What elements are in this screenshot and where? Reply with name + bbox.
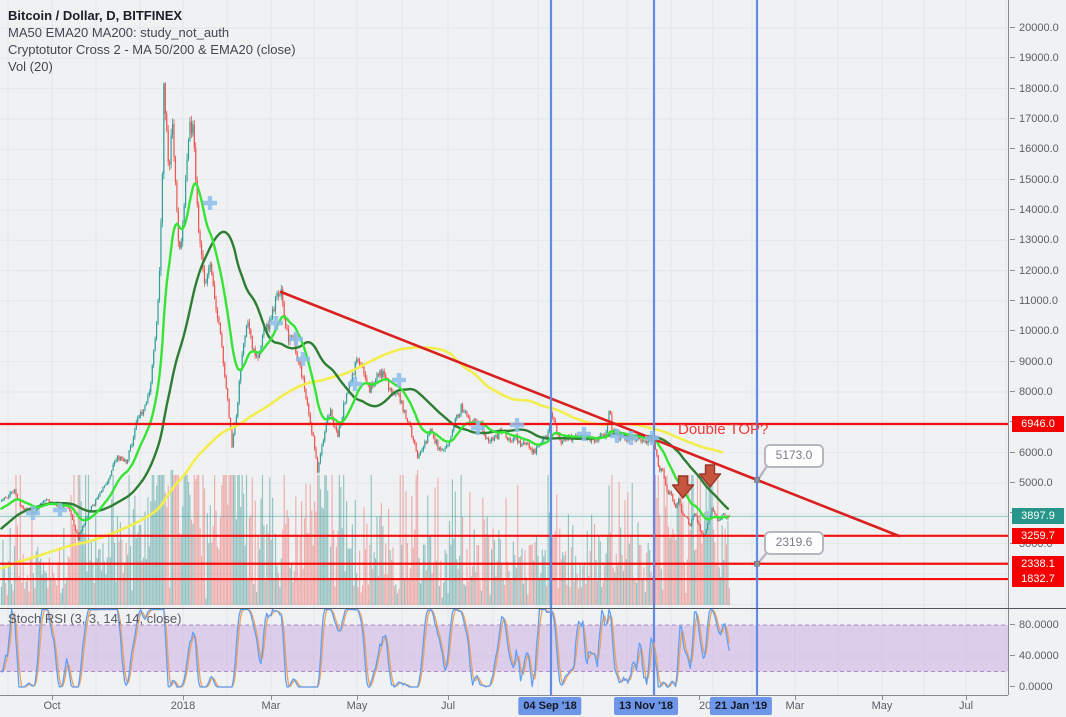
time-tick-mark xyxy=(357,696,358,700)
time-tick-mark xyxy=(699,696,700,700)
stoch-d-line xyxy=(0,609,730,688)
symbol-title[interactable]: Bitcoin / Dollar, D, BITFINEX xyxy=(8,8,183,23)
stoch-rsi-lines[interactable] xyxy=(0,609,730,688)
price-callout-5173.0[interactable]: 5173.0 xyxy=(764,444,824,468)
level-price-label-1832.7[interactable]: 1832.7 xyxy=(1012,571,1064,588)
price-tick-19000: 19000.0 xyxy=(1010,52,1059,65)
time-tick-mark xyxy=(52,696,53,700)
volume-bars xyxy=(0,470,730,605)
cross-signal-markers xyxy=(26,196,659,520)
price-tick-11000: 11000.0 xyxy=(1010,295,1058,307)
candlesticks xyxy=(0,82,730,541)
stoch-k-line xyxy=(1,609,730,688)
stoch-tick-40: 40.0000 xyxy=(1010,650,1059,662)
price-tick-8000: 8000.0 xyxy=(1010,386,1053,398)
time-tick-Jul: Jul xyxy=(958,700,974,712)
price-tick-6000: 6000.0 xyxy=(1010,446,1053,459)
ema20-line[interactable] xyxy=(0,182,730,522)
event-date-label[interactable]: 04 Sep '18 xyxy=(518,697,582,715)
price-callout-2319.6[interactable]: 2319.6 xyxy=(764,531,824,555)
study-cross-legend[interactable]: Cryptotutor Cross 2 - MA 50/200 & EMA20 … xyxy=(8,42,296,57)
price-tick-16000: 16000.0 xyxy=(1010,143,1059,156)
price-tick-18000: 18000.0 xyxy=(1010,82,1059,95)
stoch-tick-0: 0.0000 xyxy=(1010,681,1053,693)
price-tick-10000: 10000.0 xyxy=(1010,325,1059,338)
stoch-tick-80: 80.0000 xyxy=(1010,619,1059,631)
time-tick-Mar: Mar xyxy=(785,700,805,712)
time-tick-mark xyxy=(966,696,967,700)
descending-trendline[interactable] xyxy=(279,290,901,538)
level-price-label-3259.7[interactable]: 3259.7 xyxy=(1012,527,1064,544)
price-tick-14000: 14000.0 xyxy=(1010,204,1059,216)
price-tick-5000: 5000.0 xyxy=(1010,477,1053,489)
time-tick-mark xyxy=(795,696,796,700)
pane-separator[interactable] xyxy=(0,608,1066,609)
time-tick-2018: 2018 xyxy=(170,700,196,712)
event-date-lines[interactable] xyxy=(549,0,759,695)
time-tick-Mar: Mar xyxy=(261,700,281,712)
price-tick-9000: 9000.0 xyxy=(1010,355,1053,368)
price-tick-20000: 20000.0 xyxy=(1010,22,1059,34)
study-ma-legend[interactable]: MA50 EMA20 MA200: study_not_auth xyxy=(8,25,230,40)
price-axis[interactable]: 20000.0 19000.0 18000.0 17000.0 16000.0 15000… xyxy=(1008,0,1066,695)
level-price-label-2338.1[interactable]: 2338.1 xyxy=(1012,555,1064,572)
level-price-label-6946.0[interactable]: 6946.0 xyxy=(1012,415,1064,432)
time-tick-20: 20 xyxy=(699,700,712,712)
chart-legend[interactable]: Bitcoin / Dollar, D, BITFINEX MA50 EMA20… xyxy=(8,7,296,75)
price-tick-12000: 12000.0 xyxy=(1010,264,1059,277)
time-tick-mark xyxy=(882,696,883,700)
event-date-label[interactable]: 13 Nov '18 xyxy=(614,697,678,715)
price-tick-17000: 17000.0 xyxy=(1010,113,1059,125)
current-price-label[interactable]: 3897.9 xyxy=(1012,508,1064,525)
double-top-annotation[interactable]: Double TOP? xyxy=(678,421,769,438)
axis-corner xyxy=(1008,695,1066,717)
time-tick-Oct: Oct xyxy=(43,700,61,712)
stoch-overbought-oversold-band xyxy=(0,624,1008,672)
time-axis[interactable]: Oct 2018 Mar May Jul 20 Mar May Jul 04 Sep '18 13 … xyxy=(0,695,1066,717)
horizontal-level-lines[interactable] xyxy=(0,422,1008,581)
time-tick-Jul: Jul xyxy=(440,700,456,712)
stoch-rsi-legend[interactable]: Stoch RSI (3, 3, 14, 14, close) xyxy=(8,611,182,626)
time-tick-mark xyxy=(183,696,184,700)
price-tick-13000: 13000.0 xyxy=(1010,234,1059,247)
event-date-label[interactable]: 21 Jan '19 xyxy=(709,697,773,715)
time-tick-May: May xyxy=(871,700,893,712)
time-tick-mark xyxy=(448,696,449,700)
price-tick-15000: 15000.0 xyxy=(1010,173,1059,186)
sell-arrow-markers[interactable] xyxy=(671,464,722,499)
study-vol-legend[interactable]: Vol (20) xyxy=(8,59,53,74)
time-tick-mark xyxy=(271,696,272,700)
time-tick-May: May xyxy=(346,700,368,712)
